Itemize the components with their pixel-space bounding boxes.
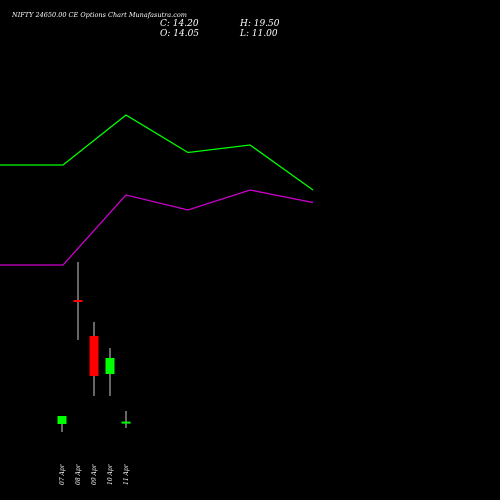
overlay-line-1 — [0, 114, 314, 191]
x-tick-label: 11 Apr — [123, 463, 130, 485]
close-value: C: 14.20 — [160, 19, 199, 29]
x-tick-label: 07 Apr — [59, 463, 66, 485]
candle-body — [105, 358, 115, 374]
x-tick-label: 08 Apr — [75, 463, 82, 485]
open-value: O: 14.05 — [160, 29, 200, 39]
candles — [57, 262, 131, 432]
low-value: L: 11.00 — [240, 29, 278, 39]
candle-body — [57, 416, 67, 424]
chart-title: NIFTY 24650.00 CE Options Chart Munafasu… — [12, 11, 187, 19]
x-tick-label: 09 Apr — [91, 463, 98, 485]
candle-body — [73, 300, 83, 302]
overlay-line-2 — [0, 189, 314, 266]
candle-body — [89, 336, 99, 376]
x-tick-label: 10 Apr — [107, 463, 114, 485]
high-value: H: 19.50 — [240, 19, 280, 29]
candle-body — [121, 421, 131, 424]
overlay-lines — [0, 114, 314, 266]
x-axis-labels: 07 Apr 08 Apr 09 Apr 10 Apr 11 Apr — [59, 463, 130, 485]
